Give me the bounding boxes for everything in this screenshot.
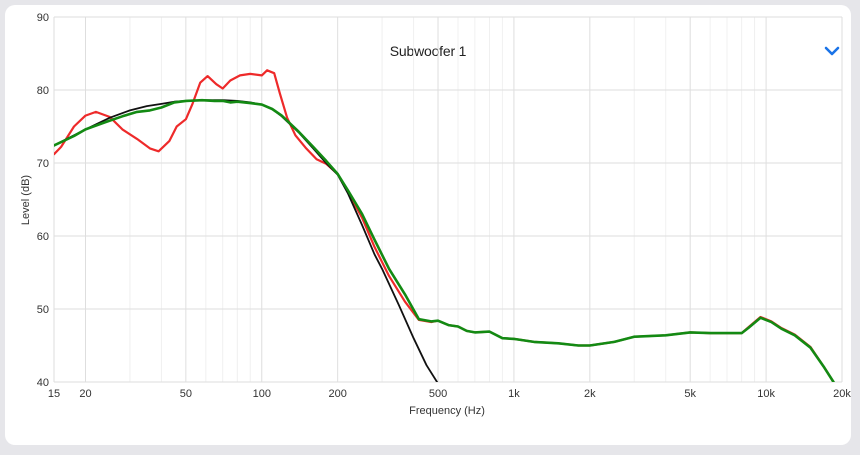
series-line-3 — [54, 98, 835, 382]
x-tick-label: 5k — [684, 388, 696, 400]
chart-title: Subwoofer 1 — [389, 43, 467, 59]
series-layer — [54, 69, 835, 382]
series-line-2 — [54, 99, 439, 382]
x-tick-label: 200 — [328, 388, 346, 400]
y-tick-label: 40 — [37, 377, 49, 389]
x-tick-label: 100 — [253, 388, 271, 400]
x-tick-label: 15 — [48, 388, 60, 400]
y-tick-label: 60 — [37, 231, 49, 243]
x-tick-label: 50 — [180, 388, 192, 400]
y-tick-label: 90 — [37, 12, 49, 24]
y-tick-label: 70 — [37, 158, 49, 170]
y-axis-label: Level (dB) — [20, 175, 32, 225]
series-dropdown-button[interactable] — [821, 41, 843, 61]
x-tick-label: 500 — [429, 388, 447, 400]
series-line-1 — [54, 69, 835, 382]
grid — [53, 16, 843, 383]
x-tick-label: 20 — [79, 388, 91, 400]
y-tick-label: 50 — [37, 304, 49, 316]
tick-labels: 15 20 50 100 200 500 1k 2k 5k 10k 20k 40 50 60 70 80 90 — [37, 12, 852, 400]
chevron-down-icon — [824, 46, 840, 56]
x-tick-label: 10k — [757, 388, 775, 400]
x-tick-label: 20k — [833, 388, 851, 400]
x-axis-label: Frequency (Hz) — [409, 405, 485, 417]
x-tick-label: 2k — [584, 388, 596, 400]
x-tick-label: 1k — [508, 388, 520, 400]
y-tick-label: 80 — [37, 85, 49, 97]
